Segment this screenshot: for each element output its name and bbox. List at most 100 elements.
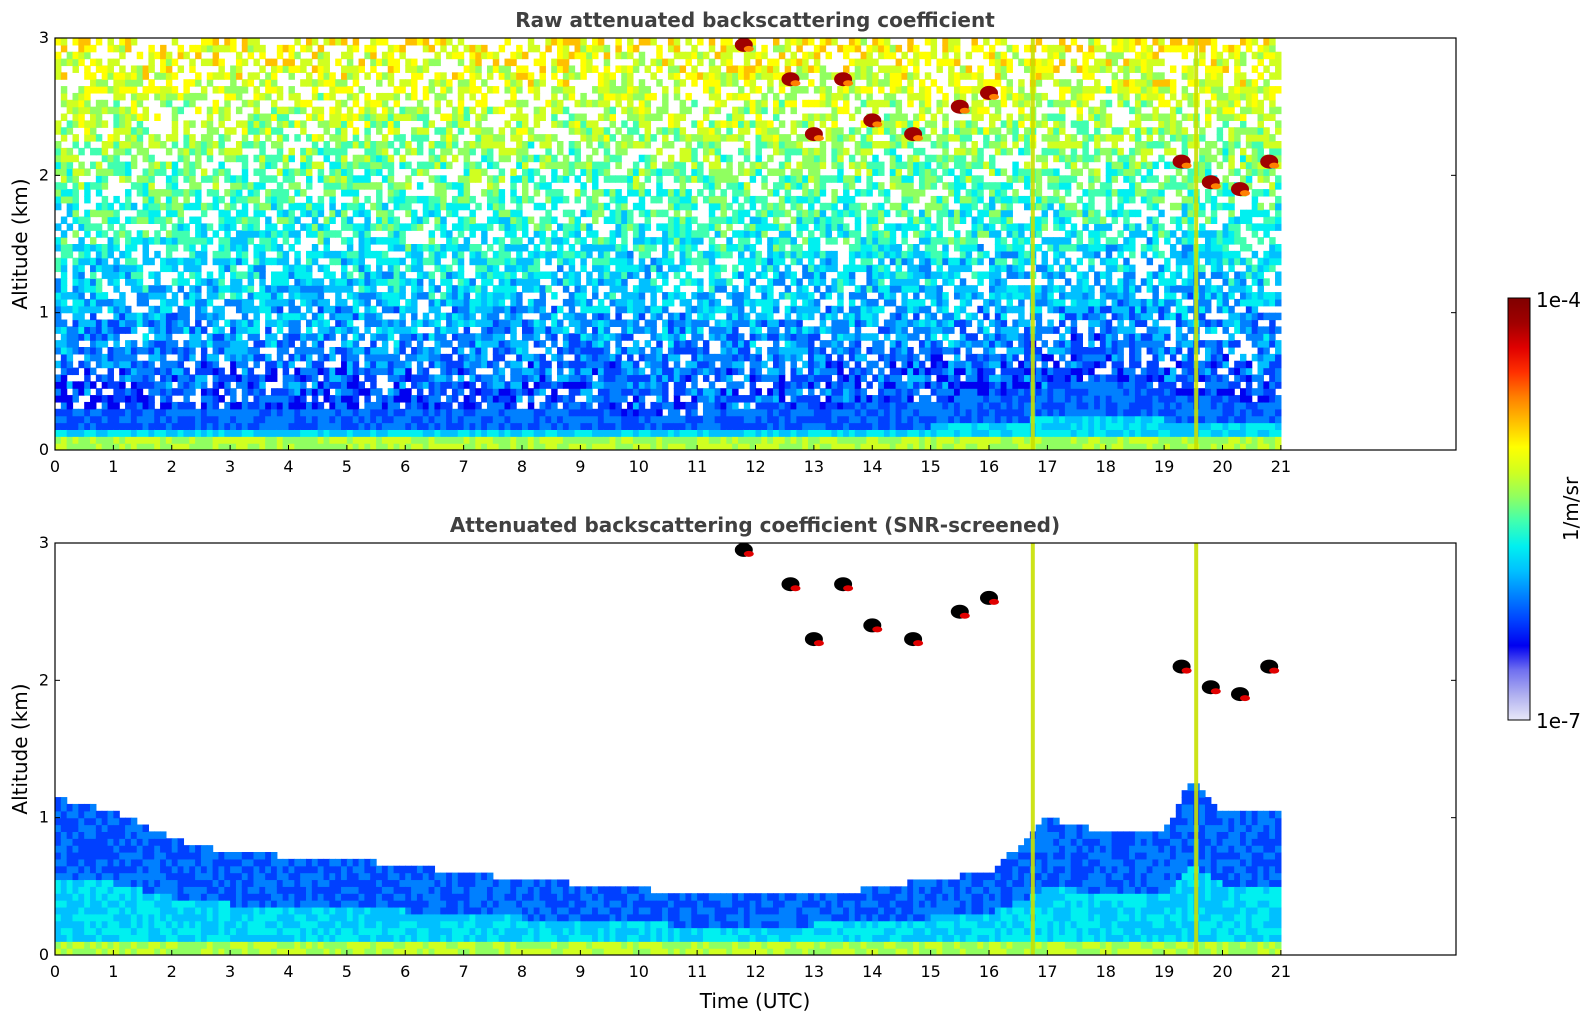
heatmap-cell xyxy=(300,353,307,362)
heatmap-cell xyxy=(288,395,295,403)
heatmap-cell xyxy=(708,134,716,142)
heatmap-cell xyxy=(323,319,330,327)
heatmap-cell xyxy=(177,285,185,293)
heatmap-cell xyxy=(638,436,646,444)
heatmap-cell xyxy=(586,360,593,369)
heatmap-cell xyxy=(720,154,727,163)
heatmap-cell xyxy=(270,429,278,437)
heatmap-cell xyxy=(638,257,646,266)
heatmap-cell xyxy=(317,134,325,142)
heatmap-cell xyxy=(346,305,354,314)
heatmap-cell xyxy=(113,401,120,410)
heatmap-cell xyxy=(446,374,453,382)
heatmap-cell xyxy=(446,51,453,60)
heatmap-cell xyxy=(510,175,517,183)
heatmap-cell xyxy=(84,51,91,60)
heatmap-cell xyxy=(498,216,506,224)
heatmap-cell xyxy=(632,415,640,424)
heatmap-cell xyxy=(265,189,272,197)
heatmap-cell xyxy=(165,189,173,197)
heatmap-cell xyxy=(469,195,476,204)
heatmap-cell xyxy=(206,120,214,128)
heatmap-cell xyxy=(130,278,138,286)
heatmap-cell xyxy=(259,51,266,60)
heatmap-cell xyxy=(539,312,546,321)
heatmap-cell xyxy=(329,312,336,321)
heatmap-cell xyxy=(265,58,272,67)
heatmap-cell xyxy=(72,408,79,417)
heatmap-cell xyxy=(708,237,716,245)
heatmap-cell xyxy=(381,120,389,128)
heatmap-cell xyxy=(95,395,103,403)
heatmap-cell xyxy=(644,65,652,73)
heatmap-cell xyxy=(183,415,190,424)
heatmap-cell xyxy=(148,319,155,327)
heatmap-cell xyxy=(276,134,284,142)
heatmap-cell xyxy=(685,278,692,286)
heatmap-cell xyxy=(95,340,103,348)
heatmap-cell xyxy=(399,429,406,437)
heatmap-cell xyxy=(265,360,272,369)
heatmap-cell xyxy=(621,244,628,252)
heatmap-cell xyxy=(224,244,231,252)
heatmap-cell xyxy=(685,388,692,396)
heatmap-cell xyxy=(597,44,605,53)
heatmap-cell xyxy=(592,381,599,389)
heatmap-cell xyxy=(498,244,506,252)
heatmap-cell xyxy=(253,305,260,314)
heatmap-cell xyxy=(545,443,552,450)
heatmap-cell xyxy=(592,127,599,135)
heatmap-cell xyxy=(189,182,196,190)
heatmap-cell xyxy=(119,264,126,273)
heatmap-cell xyxy=(300,381,307,389)
heatmap-cell xyxy=(405,340,412,348)
heatmap-cell xyxy=(346,202,354,211)
heatmap-cell xyxy=(679,230,687,238)
heatmap-cell xyxy=(516,353,523,362)
heatmap-cell xyxy=(469,141,476,149)
heatmap-cell xyxy=(265,127,272,135)
heatmap-cell xyxy=(416,436,424,444)
heatmap-cell xyxy=(288,44,295,53)
heatmap-cell xyxy=(230,292,237,300)
heatmap-cell xyxy=(300,292,307,300)
heatmap-cell xyxy=(726,216,733,224)
heatmap-cell xyxy=(212,72,220,80)
heatmap-cell xyxy=(230,401,237,410)
heatmap-cell xyxy=(574,298,581,307)
heatmap-cell xyxy=(673,44,681,53)
heatmap-cell xyxy=(346,401,354,410)
heatmap-cell xyxy=(253,401,260,410)
heatmap-cell xyxy=(673,408,681,417)
heatmap-cell xyxy=(171,86,179,94)
heatmap-cell xyxy=(381,223,389,231)
heatmap-cell xyxy=(416,333,424,341)
heatmap-cell xyxy=(516,113,523,121)
heatmap-cell xyxy=(714,250,722,259)
heatmap-cell xyxy=(241,443,249,450)
heatmap-cell xyxy=(697,278,704,286)
heatmap-cell xyxy=(627,79,634,87)
heatmap-cell xyxy=(603,216,611,224)
heatmap-cell xyxy=(522,244,529,252)
heatmap-cell xyxy=(551,271,558,279)
heatmap-cell xyxy=(522,388,529,396)
heatmap-cell xyxy=(364,312,371,321)
heatmap-cell xyxy=(516,305,523,314)
heatmap-cell xyxy=(451,202,459,211)
heatmap-cell xyxy=(697,264,704,273)
heatmap-cell xyxy=(545,99,552,108)
heatmap-cell xyxy=(393,360,401,369)
heatmap-cell xyxy=(311,367,319,376)
heatmap-cell xyxy=(539,271,546,279)
heatmap-cell xyxy=(212,285,220,293)
heatmap-cell xyxy=(183,401,190,410)
heatmap-cell xyxy=(726,223,733,231)
heatmap-cell xyxy=(411,250,418,259)
heatmap-cell xyxy=(288,120,295,128)
heatmap-cell xyxy=(551,250,558,259)
heatmap-cell xyxy=(469,147,476,156)
heatmap-cell xyxy=(387,154,395,163)
heatmap-cell xyxy=(376,141,383,149)
heatmap-cell xyxy=(405,422,412,430)
